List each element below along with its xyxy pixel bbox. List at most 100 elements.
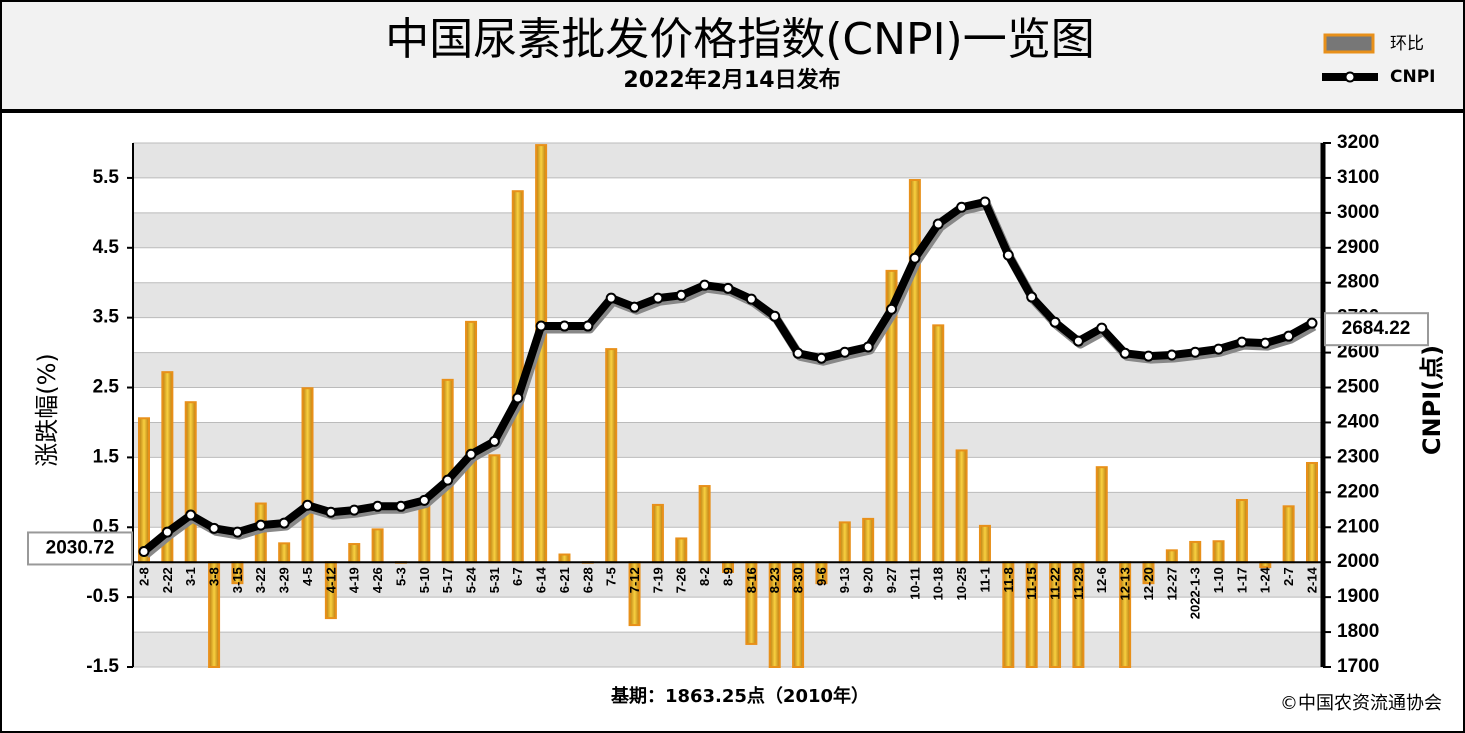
- bar: [932, 324, 945, 564]
- point: [1119, 347, 1131, 359]
- bar: [698, 485, 711, 564]
- legend-swatch: [1323, 33, 1375, 54]
- bar: [955, 449, 968, 564]
- x-tick-label: 9-13: [837, 567, 852, 593]
- x-tick-label: 9-20: [861, 567, 876, 593]
- x-tick-label: 10-11: [907, 567, 922, 600]
- point: [862, 341, 874, 353]
- point: [138, 545, 150, 557]
- y-tick-label: 2.5: [93, 377, 120, 398]
- value-label: 2684.22: [1342, 318, 1411, 339]
- y-tick-label: 5.5: [93, 167, 120, 188]
- x-tick-label: 2-8: [136, 567, 151, 586]
- bar: [348, 543, 361, 564]
- y2-tick-label: 3000: [1337, 202, 1379, 223]
- x-tick-label: 3-8: [207, 567, 222, 586]
- band: [133, 212, 1323, 248]
- x-tick-label: 3-1: [183, 567, 198, 586]
- x-tick-label: 11-8: [1001, 567, 1016, 592]
- x-tick-label: 6-14: [534, 566, 549, 593]
- bar: [184, 401, 197, 564]
- y2-tick-label: 3100: [1337, 167, 1379, 188]
- bar: [978, 524, 991, 564]
- bar: [278, 542, 291, 564]
- band: [133, 422, 1323, 458]
- bar: [1306, 461, 1318, 564]
- x-tick-label: 7-5: [604, 567, 619, 586]
- y2-tick-label: 2100: [1337, 516, 1379, 537]
- point: [1306, 317, 1318, 329]
- x-tick-label: 12-6: [1094, 567, 1109, 593]
- y2-tick-label: 2800: [1337, 272, 1379, 293]
- point: [745, 293, 757, 305]
- bar: [675, 537, 688, 564]
- point: [372, 500, 384, 512]
- point: [909, 252, 921, 264]
- x-tick-label: 5-17: [440, 567, 455, 593]
- point: [699, 279, 711, 291]
- point: [488, 435, 500, 447]
- y2-axis-title: CNPI(点): [1418, 345, 1446, 455]
- x-tick-label: 4-5: [300, 567, 315, 586]
- bar: [465, 320, 478, 564]
- x-tick-label: 12-13: [1118, 567, 1133, 600]
- point: [231, 526, 243, 538]
- x-tick-label: 9-27: [884, 567, 899, 593]
- y-tick-label: -0.5: [86, 586, 119, 607]
- bar: [418, 505, 431, 564]
- y2-tick-label: 2200: [1337, 481, 1379, 502]
- bar: [838, 521, 851, 564]
- bar: [1212, 540, 1225, 564]
- legend-label: 环比: [1390, 34, 1424, 54]
- point: [1096, 322, 1108, 334]
- x-tick-label: 6-7: [510, 567, 525, 586]
- point: [395, 500, 407, 512]
- point: [535, 320, 547, 332]
- x-tick-label: 8-23: [767, 567, 782, 593]
- x-tick-label: 12-20: [1141, 567, 1156, 600]
- point: [956, 201, 968, 213]
- point: [629, 301, 641, 313]
- bar: [605, 348, 618, 564]
- point: [1166, 349, 1178, 361]
- x-tick-label: 11-15: [1024, 567, 1039, 600]
- point: [1049, 316, 1061, 328]
- point: [675, 289, 687, 301]
- bar: [138, 417, 150, 564]
- y-tick-label: 3.5: [93, 307, 120, 328]
- bar: [1189, 540, 1202, 564]
- y2-tick-label: 1800: [1337, 621, 1379, 642]
- x-tick-label: 6-28: [580, 567, 595, 593]
- point: [1026, 291, 1038, 303]
- value-label-box: [1324, 312, 1429, 347]
- bar: [1235, 499, 1248, 564]
- bar: [1282, 505, 1295, 564]
- x-tick-label: 11-22: [1047, 567, 1062, 600]
- x-tick-label: 5-24: [463, 566, 478, 593]
- y2-tick-label: 2500: [1337, 377, 1379, 398]
- point: [1236, 336, 1248, 348]
- bar: [488, 454, 501, 564]
- point: [1213, 343, 1225, 355]
- x-tick-label: 4-12: [323, 567, 338, 593]
- x-tick-label: 8-16: [744, 567, 759, 593]
- x-tick-label: 7-12: [627, 567, 642, 593]
- source: ©中国农资流通协会: [1280, 693, 1442, 714]
- point: [278, 517, 290, 529]
- y-tick-label: 4.5: [93, 237, 120, 258]
- point: [512, 392, 524, 404]
- point: [348, 504, 360, 516]
- x-tick-label: 10-18: [931, 567, 946, 600]
- x-tick-label: 3-15: [230, 567, 245, 593]
- point: [418, 494, 430, 506]
- x-tick-label: 3-29: [277, 567, 292, 593]
- x-tick-label: 8-2: [697, 567, 712, 586]
- x-tick-label: 5-10: [417, 567, 432, 593]
- header: [0, 0, 1465, 112]
- note: 基期：1863.25点（2010年）: [610, 685, 869, 707]
- y2-tick-label: 1700: [1337, 656, 1379, 677]
- x-tick-label: 11-29: [1071, 567, 1086, 600]
- point: [558, 320, 570, 332]
- x-tick-label: 5-3: [393, 567, 408, 586]
- x-tick-label: 10-25: [954, 567, 969, 600]
